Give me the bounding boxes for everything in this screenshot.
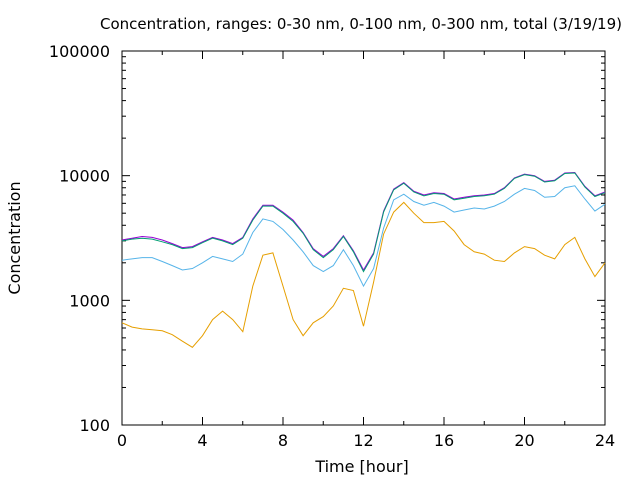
x-tick-label: 24 bbox=[595, 431, 615, 450]
chart-title: Concentration, ranges: 0-30 nm, 0-100 nm… bbox=[100, 15, 622, 33]
x-tick-label: 0 bbox=[117, 431, 127, 450]
y-axis-label: Concentration bbox=[5, 181, 24, 294]
x-tick-label: 16 bbox=[434, 431, 454, 450]
series-line-4 bbox=[121, 201, 606, 348]
x-axis-ticks: 0 4 8 12 16 20 24 bbox=[117, 51, 615, 450]
x-tick-label: 12 bbox=[353, 431, 373, 450]
x-axis-label: Time [hour] bbox=[314, 457, 408, 476]
y-tick-label: 1000 bbox=[69, 291, 110, 310]
x-tick-label: 20 bbox=[514, 431, 534, 450]
series-line-3 bbox=[121, 185, 606, 288]
series-lines bbox=[121, 171, 606, 348]
y-axis-ticks: 100 1000 10000 100000 bbox=[49, 42, 605, 435]
plot-frame bbox=[121, 50, 606, 426]
y-tick-label: 10000 bbox=[59, 167, 110, 186]
x-tick-label: 8 bbox=[278, 431, 288, 450]
plot-border bbox=[121, 50, 606, 426]
series-line-2 bbox=[121, 172, 606, 273]
y-tick-label: 100000 bbox=[49, 42, 110, 61]
y-tick-label: 100 bbox=[79, 416, 110, 435]
series-line-1 bbox=[121, 171, 606, 272]
x-tick-label: 4 bbox=[197, 431, 207, 450]
